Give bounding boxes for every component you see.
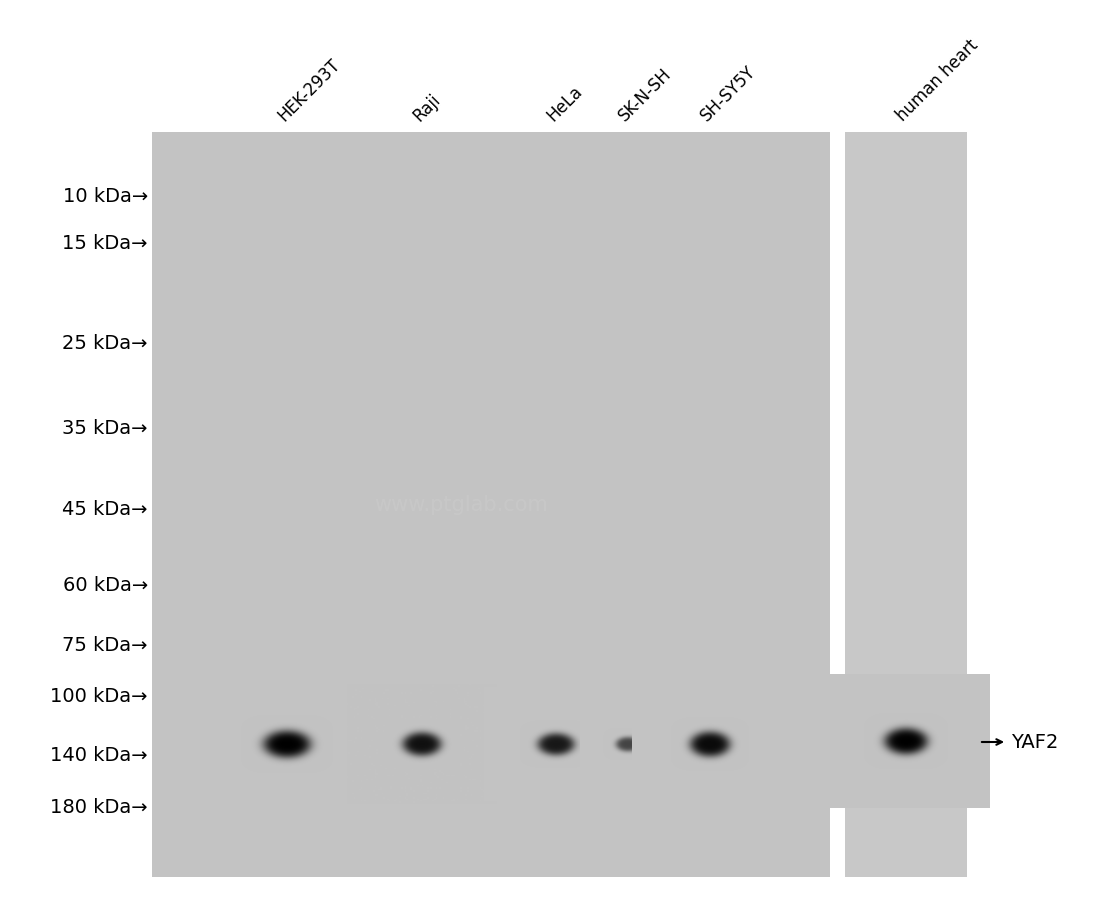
Text: 75 kDa→: 75 kDa→ [63, 635, 148, 654]
Bar [845, 133, 967, 877]
Text: 35 kDa→: 35 kDa→ [63, 419, 148, 437]
Bar [152, 133, 830, 877]
Text: HEK-293T: HEK-293T [274, 56, 343, 124]
Text: human heart: human heart [893, 36, 982, 124]
Text: 45 kDa→: 45 kDa→ [63, 499, 148, 518]
Text: SH-SY5Y: SH-SY5Y [697, 62, 760, 124]
Text: 180 kDa→: 180 kDa→ [51, 796, 148, 815]
Text: HeLa: HeLa [543, 82, 586, 124]
Text: SK-N-SH: SK-N-SH [615, 65, 675, 124]
Text: Raji: Raji [409, 90, 443, 124]
Text: YAF2: YAF2 [1011, 732, 1058, 751]
Text: www.ptglab.com: www.ptglab.com [374, 495, 548, 515]
Text: 100 kDa→: 100 kDa→ [51, 686, 148, 705]
Text: 60 kDa→: 60 kDa→ [63, 575, 148, 594]
Text: 15 kDa→: 15 kDa→ [63, 234, 148, 253]
Text: 140 kDa→: 140 kDa→ [51, 745, 148, 764]
Text: 25 kDa→: 25 kDa→ [63, 333, 148, 352]
Text: 10 kDa→: 10 kDa→ [63, 187, 148, 206]
Bar [830, 133, 845, 877]
